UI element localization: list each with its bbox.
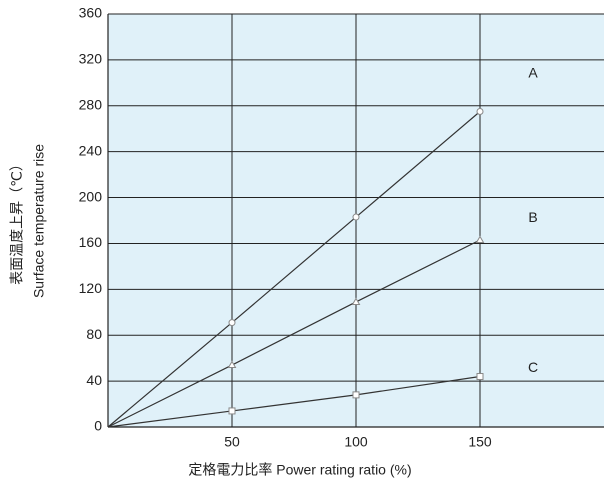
marker xyxy=(227,360,237,369)
x-tick-label: 50 xyxy=(224,434,240,450)
marker xyxy=(352,213,360,221)
y-tick-label: 40 xyxy=(86,372,102,388)
series-label: A xyxy=(528,64,538,80)
marker xyxy=(476,108,484,116)
marker xyxy=(228,407,236,415)
y-axis-label: Surface temperature rise xyxy=(31,144,47,298)
x-tick-label: 100 xyxy=(344,434,368,450)
x-axis-label: 定格電力比率 Power rating ratio (%) xyxy=(188,462,411,478)
marker xyxy=(476,373,484,381)
marker xyxy=(351,297,361,305)
x-tick-label: 150 xyxy=(468,434,492,450)
marker xyxy=(228,319,236,327)
series-line xyxy=(107,239,481,428)
y-tick-label: 80 xyxy=(86,326,102,342)
y-tick-label: 240 xyxy=(79,142,103,158)
y-tick-label: 0 xyxy=(94,418,102,434)
series-label: B xyxy=(528,209,537,225)
series-label: C xyxy=(528,359,538,375)
y-tick-label: 320 xyxy=(79,51,103,67)
y-axis-label: 表面温度上昇（℃） xyxy=(9,157,25,285)
marker xyxy=(352,391,360,399)
y-tick-label: 280 xyxy=(79,96,103,112)
y-tick-label: 160 xyxy=(79,234,103,250)
y-tick-label: 360 xyxy=(79,5,103,21)
series-line xyxy=(107,111,481,428)
y-tick-label: 200 xyxy=(79,188,103,204)
series-line xyxy=(107,375,481,428)
y-tick-label: 120 xyxy=(79,280,103,296)
marker xyxy=(475,235,485,244)
